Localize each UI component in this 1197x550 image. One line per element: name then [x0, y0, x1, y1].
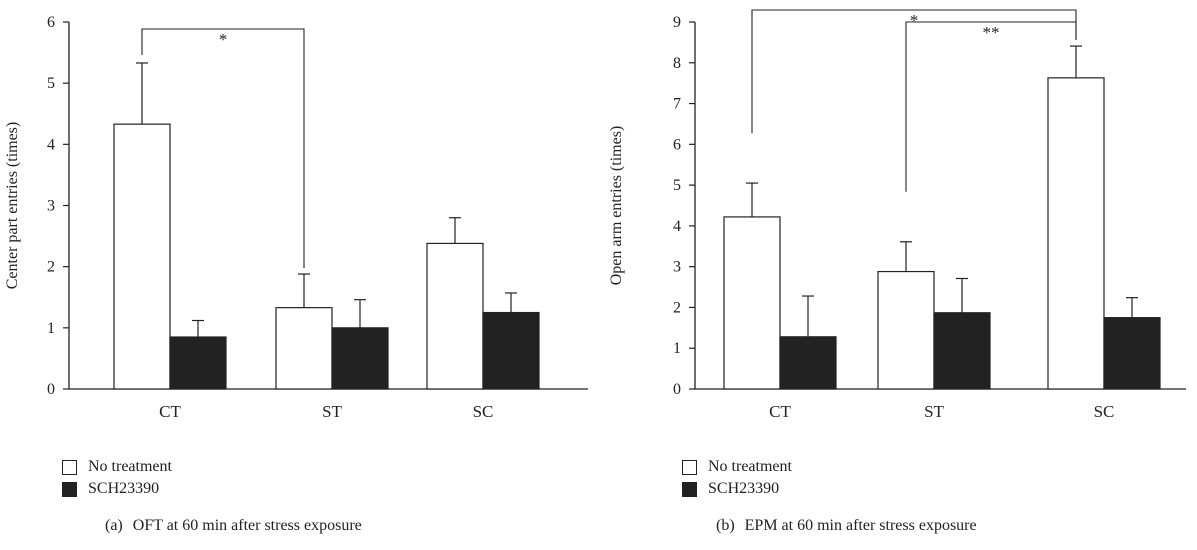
chart-panel-a: 0 1 2 3 4 5 6 Center part entries (times) CT ST SC…: [0, 0, 598, 550]
legend-b: No treatment SCH23390: [682, 456, 792, 500]
legend-a: No treatment SCH23390: [62, 456, 172, 500]
bar: [933, 312, 991, 390]
y-tick-label: 4: [673, 218, 681, 235]
x-tick-label: CT: [159, 402, 181, 421]
y-axis-title: Open arm entries (times): [608, 126, 625, 286]
legend-item-sch23390: SCH23390: [682, 478, 792, 500]
x-tick-label: SC: [1094, 402, 1115, 421]
bar: [275, 307, 333, 390]
y-tick-label: 6: [47, 14, 55, 31]
caption-tag-a: (a): [105, 517, 123, 534]
bar: [779, 336, 837, 390]
bar: [169, 336, 227, 390]
y-tick-label: 8: [673, 55, 681, 72]
legend-item-sch23390: SCH23390: [62, 478, 172, 500]
y-tick-label: 5: [673, 177, 681, 194]
y-tick-label: 7: [673, 96, 681, 113]
y-tick-label: 1: [47, 320, 55, 337]
caption-text-a: OFT at 60 min after stress exposure: [132, 517, 362, 534]
significance-bracket: [141, 28, 305, 269]
y-tick-label: 9: [673, 14, 681, 31]
legend-label-sch23390: SCH23390: [708, 480, 780, 497]
y-tick-label: 4: [47, 136, 55, 153]
chart-panel-b: 0 1 2 3 4 5 6 7 8 9 Open arm entries (times) CT ST SC…: [598, 0, 1196, 550]
y-tick-label: 2: [673, 299, 681, 316]
caption-b: (b) EPM at 60 min after stress exposure: [716, 517, 977, 535]
y-tick-label: 1: [673, 340, 681, 357]
legend-swatch-no-treatment: [682, 459, 697, 475]
bar: [482, 311, 540, 390]
caption-a: (a) OFT at 60 min after stress exposure: [105, 517, 362, 535]
y-tick-label: 5: [47, 75, 55, 92]
bar: [113, 123, 171, 390]
legend-label-no-treatment: No treatment: [88, 458, 172, 475]
legend-item-no-treatment: No treatment: [62, 456, 172, 478]
significance-bracket: [905, 21, 1077, 192]
caption-text-b: EPM at 60 min after stress exposure: [744, 517, 977, 534]
y-tick-label: 2: [47, 259, 55, 276]
x-tick-label: SC: [473, 402, 494, 421]
y-axis-title: Center part entries (times): [4, 122, 21, 290]
significance-label: *: [219, 30, 228, 49]
x-tick-label: ST: [924, 402, 944, 421]
legend-item-no-treatment: No treatment: [682, 456, 792, 478]
bar: [1047, 77, 1105, 390]
legend-label-no-treatment: No treatment: [708, 458, 792, 475]
bar: [877, 270, 935, 390]
y-tick-label: 3: [673, 259, 681, 276]
y-tick-label: 0: [47, 381, 55, 398]
bar: [331, 327, 389, 390]
bar: [723, 216, 781, 390]
caption-tag-b: (b): [716, 517, 735, 534]
y-tick-label: 6: [673, 136, 681, 153]
y-tick-label: 0: [673, 381, 681, 398]
x-tick-label: CT: [769, 402, 791, 421]
x-tick-label: ST: [322, 402, 342, 421]
significance-label: *: [910, 11, 919, 30]
bar: [1103, 317, 1161, 390]
bar: [426, 242, 484, 390]
chart-a-svg: 0 1 2 3 4 5 6 Center part entries (times) CT ST SC…: [4, 14, 588, 421]
chart-b-svg: 0 1 2 3 4 5 6 7 8 9 Open arm entries (times) CT ST SC…: [608, 9, 1186, 421]
legend-swatch-sch23390: [62, 481, 77, 497]
y-tick-label: 3: [47, 198, 55, 215]
legend-swatch-no-treatment: [62, 459, 77, 475]
legend-swatch-sch23390: [682, 481, 697, 497]
legend-label-sch23390: SCH23390: [88, 480, 160, 497]
significance-label: **: [983, 23, 1000, 42]
